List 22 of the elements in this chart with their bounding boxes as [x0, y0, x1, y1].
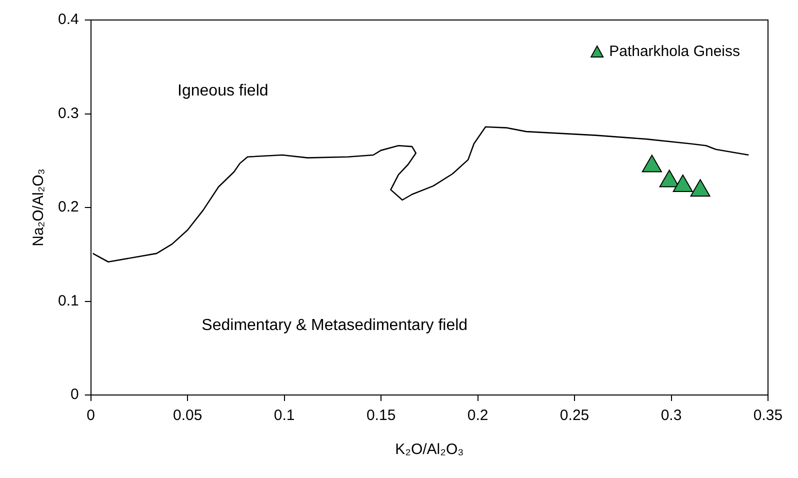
point — [642, 154, 662, 172]
point — [690, 179, 710, 197]
y-tick-label: 0.1 — [58, 292, 79, 310]
point — [659, 170, 680, 188]
y-axis-title: Na₂O/Al₂O₃ — [30, 168, 48, 246]
y-tick-label: 0.2 — [58, 198, 79, 216]
x-tick-label: 0 — [86, 407, 96, 424]
x-tick-label: 0.3 — [660, 407, 682, 424]
x-tick-label: 0.35 — [753, 407, 783, 424]
y-tick-label: 0.4 — [58, 11, 79, 28]
x-tick-label: 0.25 — [560, 407, 590, 424]
y-tick-label: 0.3 — [58, 104, 79, 122]
point — [672, 174, 693, 192]
x-axis-title: K₂O/Al₂O₃ — [395, 441, 464, 458]
annotation: Sedimentary & Metasedimentary field — [202, 317, 468, 334]
x-tick-label: 0.15 — [366, 407, 396, 424]
annotation: Igneous field — [178, 82, 268, 100]
y-tick-label: 0 — [70, 386, 79, 404]
x-tick-label: 0.2 — [467, 407, 488, 424]
x-tick-label: 0.05 — [172, 407, 202, 424]
legend-label: Patharkhola Gneiss — [609, 43, 740, 60]
x-tick-label: 0.1 — [274, 407, 295, 424]
